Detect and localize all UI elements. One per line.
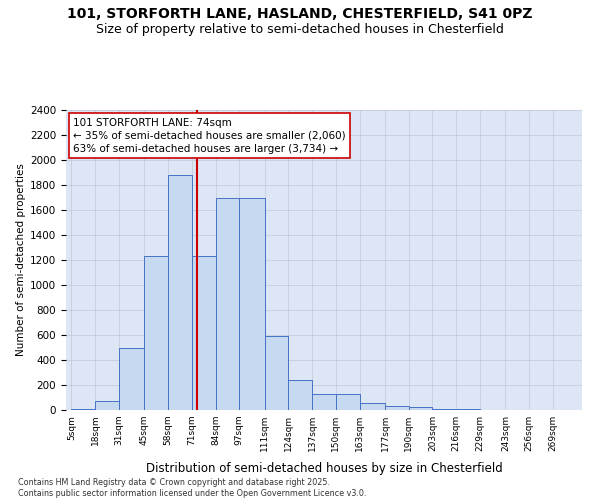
Bar — [192, 256, 215, 410]
Bar — [312, 394, 336, 410]
Bar — [95, 400, 119, 410]
Text: Size of property relative to semi-detached houses in Chesterfield: Size of property relative to semi-detach… — [96, 22, 504, 36]
Bar — [71, 409, 95, 410]
Y-axis label: Number of semi-detached properties: Number of semi-detached properties — [16, 164, 26, 356]
Text: 101, STORFORTH LANE, HASLAND, CHESTERFIELD, S41 0PZ: 101, STORFORTH LANE, HASLAND, CHESTERFIE… — [67, 8, 533, 22]
Text: 101 STORFORTH LANE: 74sqm
← 35% of semi-detached houses are smaller (2,060)
63% : 101 STORFORTH LANE: 74sqm ← 35% of semi-… — [73, 118, 346, 154]
Bar — [145, 256, 168, 410]
Bar — [168, 175, 192, 410]
Bar — [289, 380, 312, 410]
Text: Contains HM Land Registry data © Crown copyright and database right 2025.
Contai: Contains HM Land Registry data © Crown c… — [18, 478, 367, 498]
Bar — [385, 406, 409, 410]
Bar — [336, 394, 359, 410]
Bar — [409, 407, 433, 410]
Bar — [239, 198, 265, 410]
Bar — [359, 402, 385, 410]
Bar — [119, 348, 145, 410]
Bar — [215, 198, 239, 410]
X-axis label: Distribution of semi-detached houses by size in Chesterfield: Distribution of semi-detached houses by … — [146, 462, 502, 475]
Bar — [265, 336, 289, 410]
Bar — [433, 409, 456, 410]
